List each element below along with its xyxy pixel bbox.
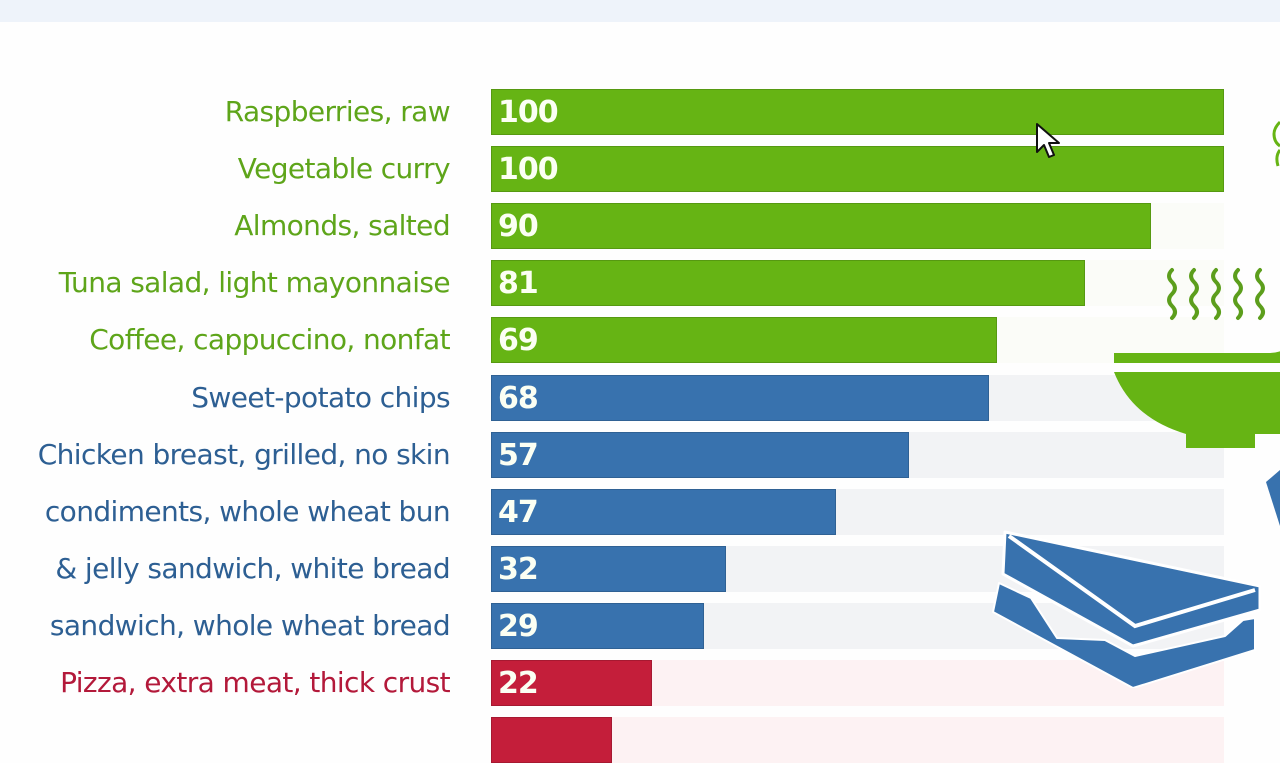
row-label: Vegetable curry: [237, 152, 451, 186]
partial-green-icon: [1272, 120, 1280, 167]
bar: 69: [491, 317, 997, 364]
bar-value: 29: [498, 608, 539, 644]
chart-row-3: 81 Tuna salad, light mayonnaise: [0, 260, 1280, 307]
steaming-bowl-icon: [1114, 268, 1280, 448]
bar: [491, 717, 612, 763]
row-label: Pizza, extra meat, thick crust: [60, 666, 451, 699]
chart-row-4: 69 Coffee, cappuccino, nonfat: [0, 317, 1280, 364]
bar: 90: [491, 203, 1151, 250]
bar: 68: [491, 374, 990, 421]
row-label: condiments, whole wheat bun: [44, 494, 451, 528]
partial-blue-icon: [1266, 470, 1280, 526]
chart-row-0: 100 Raspberries, raw: [0, 89, 1280, 135]
bar: 29: [491, 602, 704, 649]
chart-row-5: 68 Sweet-potato chips: [0, 374, 1280, 421]
bar-value: 22: [498, 666, 539, 701]
bar-value: 57: [498, 437, 539, 473]
chart-row-2: 90 Almonds, salted: [0, 203, 1280, 250]
row-label: Tuna salad, light mayonnaise: [58, 266, 451, 300]
bar: 57: [491, 431, 909, 478]
bar-value: 32: [498, 551, 539, 587]
bar-value: 68: [498, 380, 539, 416]
row-label: Raspberries, raw: [224, 95, 451, 128]
bar-value: 100: [498, 95, 559, 130]
row-label: Sweet-potato chips: [191, 380, 450, 414]
sandwich-icon: [992, 530, 1262, 688]
row-label: sandwich, whole wheat bread: [49, 608, 451, 642]
row-label: Coffee, cappuccino, nonfat: [89, 323, 450, 357]
bar-value: 81: [498, 266, 539, 302]
row-label: & jelly sandwich, white bread: [55, 551, 450, 585]
bar-value: 69: [498, 323, 539, 359]
chart-row-7: 47 condiments, whole wheat bun: [0, 488, 1280, 535]
chart-row-11: [0, 717, 1280, 763]
chart-row-6: 57 Chicken breast, grilled, no skin: [0, 431, 1280, 478]
bar: 81: [491, 260, 1085, 307]
bar-value: 100: [498, 152, 559, 188]
bar: 22: [491, 660, 653, 706]
chart-row-1: 100 Vegetable curry: [0, 146, 1280, 193]
top-band: [0, 0, 1280, 22]
bar: 32: [491, 545, 726, 592]
bar: 47: [491, 488, 836, 535]
bar: 100: [491, 89, 1224, 135]
bar-value: 90: [498, 209, 539, 245]
row-label: Almonds, salted: [234, 209, 450, 243]
bar: 100: [491, 146, 1224, 193]
bar-value: 47: [498, 494, 539, 530]
row-label: Chicken breast, grilled, no skin: [37, 437, 451, 471]
